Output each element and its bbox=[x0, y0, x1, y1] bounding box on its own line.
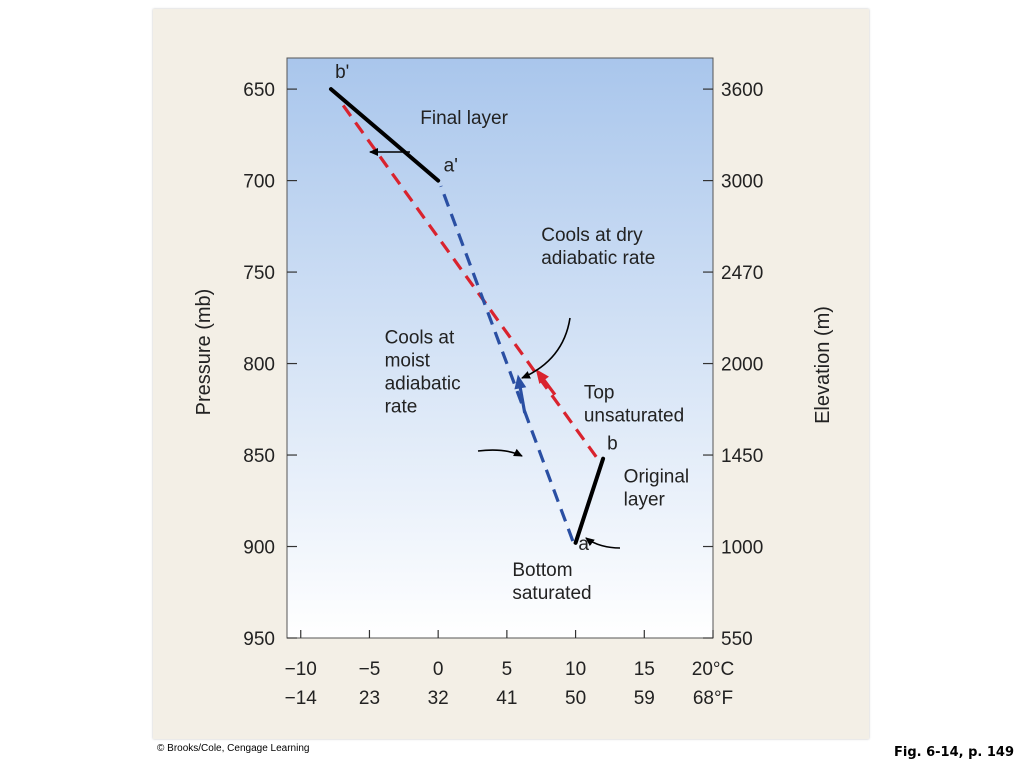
y-tick-label-elevation: 1450 bbox=[721, 446, 763, 467]
y-tick-label-elevation: 2470 bbox=[721, 263, 763, 284]
x-tick-label-fahrenheit: 50 bbox=[565, 688, 586, 709]
annotation-final-layer: Final layer bbox=[420, 108, 508, 129]
leader-cools-moist bbox=[477, 448, 523, 457]
x-tick-label-celsius: 20°C bbox=[692, 659, 734, 680]
annotation-line: adiabatic bbox=[385, 373, 461, 394]
annotation-cools-moist: Cools at moist adiabatic rate bbox=[385, 327, 461, 417]
y-tick-label-pressure: 950 bbox=[243, 629, 275, 650]
annotation-line: Cools at dry bbox=[541, 225, 643, 246]
annotation-line: Top bbox=[584, 382, 615, 403]
point-label: b' bbox=[335, 62, 349, 83]
final-layer-line bbox=[328, 87, 441, 183]
y-axis-label-right: Elevation (m) bbox=[812, 306, 834, 424]
point-label: a' bbox=[444, 155, 458, 176]
annotation-top-unsaturated: Top unsaturated bbox=[584, 382, 684, 426]
x-tick-label-celsius: 15 bbox=[634, 659, 655, 680]
y-tick-label-elevation: 3000 bbox=[721, 172, 763, 193]
plot-area bbox=[286, 57, 714, 639]
y-tick-label-elevation: 3600 bbox=[721, 80, 763, 101]
point-label: a bbox=[578, 534, 589, 555]
leader-cools-dry bbox=[521, 317, 571, 379]
x-tick-label-celsius: 10 bbox=[565, 659, 586, 680]
moist-adiabatic-path-line bbox=[439, 185, 575, 542]
x-tick-label-celsius: −5 bbox=[359, 659, 381, 680]
x-tick-label-celsius: −10 bbox=[285, 659, 317, 680]
annotation-line: saturated bbox=[512, 583, 591, 604]
y-tick-label-pressure: 650 bbox=[243, 80, 275, 101]
original-layer-line bbox=[573, 456, 606, 545]
y-tick-label-elevation: 1000 bbox=[721, 538, 763, 559]
y-tick-label-pressure: 750 bbox=[243, 263, 275, 284]
annotation-original-layer: Original layer bbox=[624, 466, 689, 510]
annotation-bottom-saturated: Bottom saturated bbox=[512, 560, 591, 604]
annotation-line: Original bbox=[624, 466, 689, 487]
x-tick-label-celsius: 0 bbox=[433, 659, 444, 680]
y-tick-label-pressure: 700 bbox=[243, 172, 275, 193]
y-axis-label-left: Pressure (mb) bbox=[193, 289, 215, 416]
annotation-line: moist bbox=[385, 350, 431, 371]
x-tick-label-fahrenheit: 59 bbox=[634, 688, 655, 709]
y-tick-label-pressure: 850 bbox=[243, 446, 275, 467]
copyright-notice: © Brooks/Cole, Cengage Learning bbox=[157, 743, 310, 754]
annotation-cools-dry: Cools at dry adiabatic rate bbox=[541, 225, 655, 269]
annotation-line: unsaturated bbox=[584, 405, 684, 426]
x-tick-label-fahrenheit: −14 bbox=[285, 688, 318, 709]
blue-upward-arrow bbox=[514, 374, 527, 414]
annotation-line: Cools at bbox=[385, 327, 455, 348]
y-tick-label-pressure: 900 bbox=[243, 538, 275, 559]
x-tick-label-fahrenheit: 23 bbox=[359, 688, 380, 709]
red-upward-arrow bbox=[535, 369, 557, 396]
annotation-line: Final layer bbox=[420, 108, 508, 129]
figure-caption: Fig. 6-14, p. 149 bbox=[893, 745, 1014, 760]
leader-original-layer bbox=[585, 537, 621, 549]
dry-adiabatic-path-line bbox=[340, 102, 598, 458]
annotation-line: layer bbox=[624, 489, 666, 510]
annotation-line: rate bbox=[385, 396, 418, 417]
x-tick-label-fahrenheit: 32 bbox=[428, 688, 449, 709]
annotation-line: Bottom bbox=[512, 560, 572, 581]
point-label: b bbox=[607, 434, 618, 455]
x-tick-label-celsius: 5 bbox=[502, 659, 513, 680]
annotation-line: adiabatic rate bbox=[541, 248, 655, 269]
x-tick-label-fahrenheit: 41 bbox=[496, 688, 517, 709]
y-tick-label-elevation: 550 bbox=[721, 629, 753, 650]
y-tick-label-pressure: 800 bbox=[243, 355, 275, 376]
x-tick-label-fahrenheit: 68°F bbox=[693, 688, 733, 709]
y-tick-label-elevation: 2000 bbox=[721, 355, 763, 376]
